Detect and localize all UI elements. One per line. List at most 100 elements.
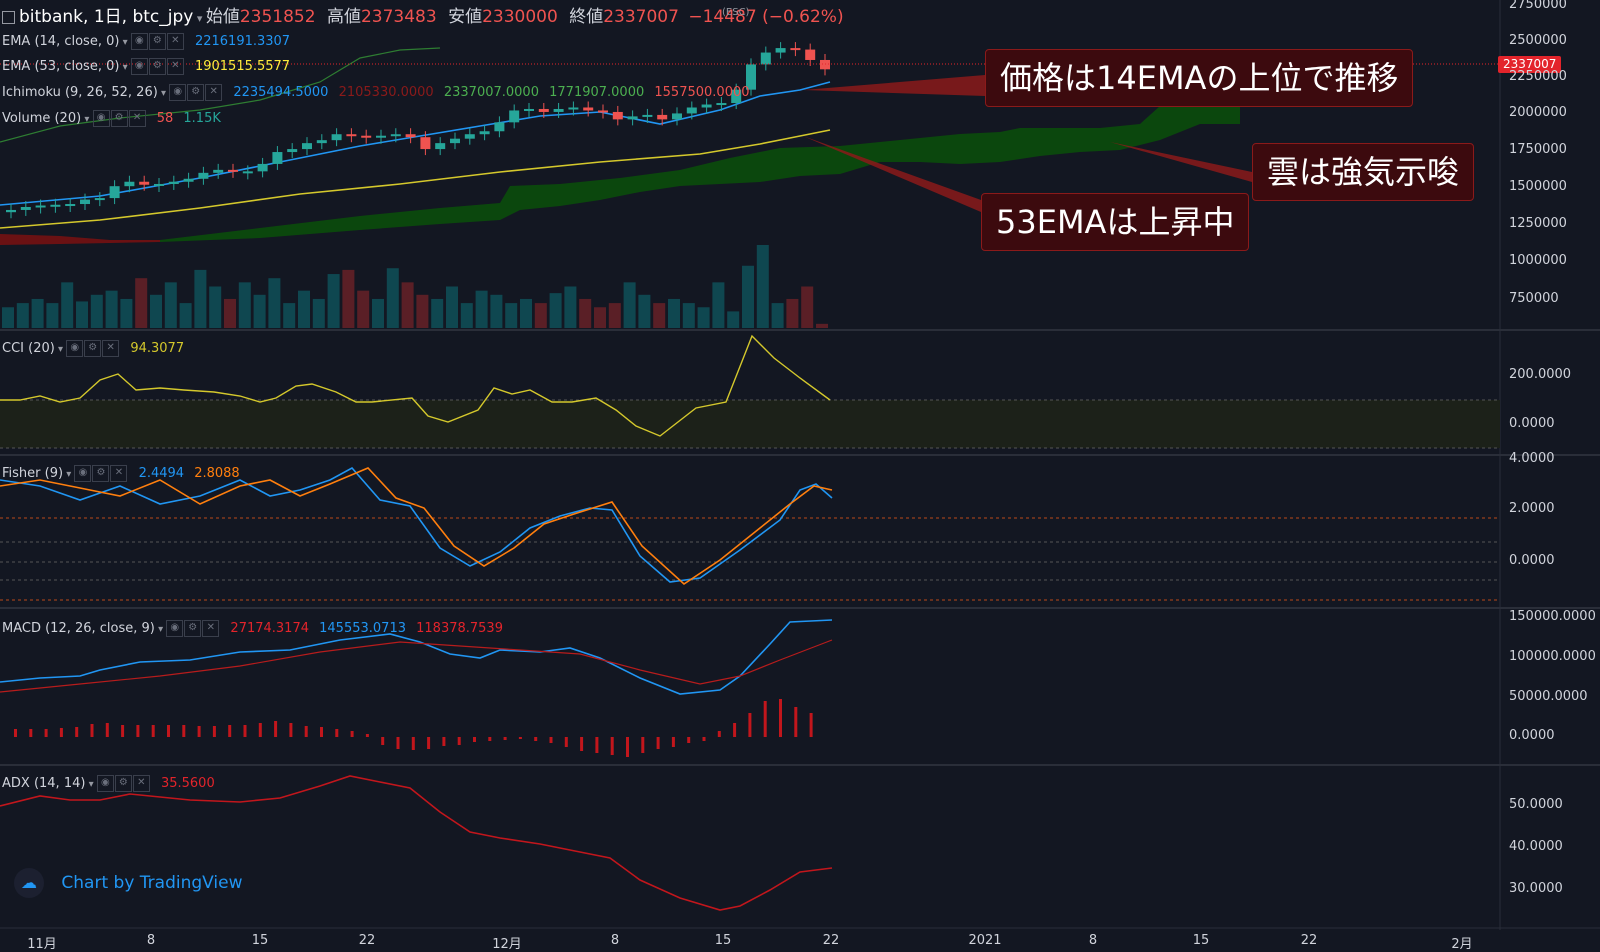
low-value: 2330000 <box>482 7 558 27</box>
chevron-down-icon[interactable]: ▾ <box>154 624 167 635</box>
adx-axis-label: 30.0000 <box>1509 881 1563 896</box>
chevron-down-icon[interactable]: ▾ <box>157 88 170 99</box>
macd-histogram-bar <box>243 725 247 737</box>
adx-axis-label: 40.0000 <box>1509 839 1563 854</box>
candle-body <box>553 108 564 112</box>
eye-icon[interactable]: ◉ <box>169 84 187 101</box>
gear-icon[interactable]: ⚙ <box>187 84 205 101</box>
candle-body <box>316 140 327 144</box>
close-icon[interactable]: ✕ <box>110 465 128 482</box>
gear-icon[interactable]: ⚙ <box>148 58 166 75</box>
close-icon[interactable]: ✕ <box>166 58 184 75</box>
symbol-label[interactable]: bitbank, 1日, btc_jpy <box>19 7 194 27</box>
eye-icon[interactable]: ◉ <box>74 465 92 482</box>
volume-bar <box>76 301 88 328</box>
volume-bar <box>505 303 518 328</box>
volume-bar <box>490 294 503 328</box>
macd-histogram-bar <box>534 737 538 741</box>
legend-volume[interactable]: Volume (20) ▾ ◉ ⚙ ✕ 58 1.15K <box>2 110 221 129</box>
candle-body <box>331 134 342 141</box>
collapse-icon[interactable] <box>2 10 15 24</box>
callout-ema14[interactable]: 価格は14EMAの上位で推移 <box>985 49 1414 107</box>
macd-histogram-bar <box>427 737 431 749</box>
eye-icon[interactable]: ◉ <box>166 620 184 637</box>
chevron-down-icon[interactable]: ▾ <box>193 12 206 25</box>
tradingview-watermark[interactable]: ☁ Chart by TradingView <box>14 867 243 899</box>
candle-body <box>642 114 653 117</box>
gear-icon[interactable]: ⚙ <box>110 110 128 127</box>
volume-bar <box>564 286 577 328</box>
eye-icon[interactable]: ◉ <box>66 340 84 357</box>
candle-body <box>405 134 416 138</box>
volume-bar <box>224 298 236 328</box>
volume-bar <box>416 294 429 328</box>
eye-icon[interactable]: ◉ <box>130 58 148 75</box>
gear-icon[interactable]: ⚙ <box>92 465 110 482</box>
gear-icon[interactable]: ⚙ <box>84 340 102 357</box>
tradingview-logo-icon: ☁ <box>14 868 44 898</box>
gear-icon[interactable]: ⚙ <box>148 33 166 50</box>
gear-icon[interactable]: ⚙ <box>184 620 202 637</box>
chevron-down-icon[interactable]: ▾ <box>81 114 93 125</box>
chevron-down-icon[interactable]: ▾ <box>119 62 131 73</box>
callout-cloud[interactable]: 雲は強気示唆 <box>1252 143 1475 201</box>
macd-axis-label: 50000.0000 <box>1509 689 1588 704</box>
close-icon[interactable]: ✕ <box>166 33 184 50</box>
candle-body <box>686 107 697 114</box>
eye-icon[interactable]: ◉ <box>130 33 148 50</box>
callout-ema53[interactable]: 53EMAは上昇中 <box>981 193 1250 251</box>
volume-bar <box>534 303 547 328</box>
chevron-down-icon[interactable]: ▾ <box>54 344 67 355</box>
legend-ichimoku[interactable]: Ichimoku (9, 26, 52, 26) ▾ ◉ ⚙ ✕ 2235494.5… <box>2 84 750 103</box>
ichimoku-cloud-bullish <box>160 92 1240 242</box>
legend-macd[interactable]: MACD (12, 26, close, 9) ▾ ◉ ⚙ ✕ 27174.3174… <box>2 620 503 639</box>
callout-pointer <box>803 75 985 96</box>
close-icon[interactable]: ✕ <box>132 775 150 792</box>
legend-fisher[interactable]: Fisher (9) ▾ ◉ ⚙ ✕ 2.4494 2.8088 <box>2 465 240 484</box>
close-icon[interactable]: ✕ <box>205 84 223 101</box>
price-axis-label: 2000000 <box>1509 105 1567 120</box>
macd-histogram-bar <box>274 721 278 737</box>
macd-histogram-bar <box>304 726 308 737</box>
eye-icon[interactable]: ◉ <box>92 110 110 127</box>
legend-adx[interactable]: ADX (14, 14) ▾ ◉ ⚙ ✕ 35.5600 <box>2 775 215 794</box>
macd-histogram-bar <box>90 724 94 737</box>
chevron-down-icon[interactable]: ▾ <box>63 469 75 480</box>
volume-bar <box>209 286 222 328</box>
gear-icon[interactable]: ⚙ <box>114 775 132 792</box>
legend-ema14[interactable]: EMA (14, close, 0) ▾ ◉ ⚙ ✕ 2216191.3307 <box>2 33 290 52</box>
volume-bar <box>431 298 444 328</box>
legend-ema53[interactable]: EMA (53, close, 0) ▾ ◉ ⚙ ✕ 1901515.5577 <box>2 58 290 77</box>
close-icon[interactable]: ✕ <box>202 620 220 637</box>
candle-body <box>346 134 357 137</box>
candle-body <box>509 110 520 123</box>
volume-bar <box>771 303 784 328</box>
volume-bar <box>283 303 296 328</box>
fisher-axis-label: 4.0000 <box>1509 451 1555 466</box>
eye-icon[interactable]: ◉ <box>96 775 114 792</box>
close-icon[interactable]: ✕ <box>128 110 146 127</box>
candle-body <box>390 134 401 137</box>
chevron-down-icon[interactable]: ▾ <box>85 779 97 790</box>
price-axis-label: 1500000 <box>1509 179 1567 194</box>
volume-bar <box>623 282 636 328</box>
volume-bar <box>61 282 74 328</box>
close-icon[interactable]: ✕ <box>102 340 120 357</box>
price-axis-label: 1250000 <box>1509 216 1567 231</box>
adx-label: ADX (14, 14) <box>2 776 86 791</box>
chevron-down-icon[interactable]: ▾ <box>119 37 131 48</box>
volume-value: 58 <box>156 111 174 126</box>
ichimoku-label: Ichimoku (9, 26, 52, 26) <box>2 85 158 100</box>
candle-body <box>746 64 756 90</box>
close-value: 2337007 <box>603 7 679 27</box>
ichimoku-lead2: 1557500.0000 <box>654 85 750 100</box>
ema53-value: 1901515.5577 <box>194 59 291 74</box>
macd-histogram-bar <box>44 729 48 737</box>
volume-bar <box>357 290 370 328</box>
candle-body <box>494 122 505 132</box>
macd-histogram-bar <box>411 737 415 750</box>
candle-body <box>716 103 727 106</box>
fisher-label: Fisher (9) <box>2 466 64 481</box>
legend-cci[interactable]: CCI (20) ▾ ◉ ⚙ ✕ 94.3077 <box>2 340 184 359</box>
